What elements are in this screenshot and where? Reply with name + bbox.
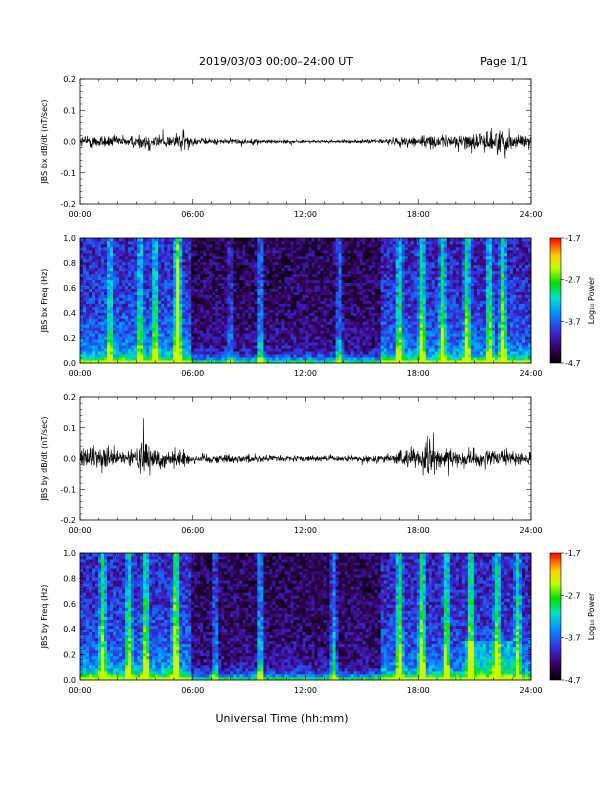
x-tick-label: 18:00: [407, 369, 430, 378]
y-tick-label: 0.2: [63, 393, 76, 402]
x-tick-label: 12:00: [294, 526, 317, 535]
y-tick-label: 0.2: [63, 75, 76, 84]
y-tick-label: 0.4: [63, 309, 76, 318]
y-tick-label: 0.8: [63, 259, 76, 268]
y-axis-label: JBS bx Freq (Hz): [40, 269, 49, 334]
x-tick-label: 00:00: [68, 526, 91, 535]
colorbar-tick-label: -3.7: [565, 317, 581, 326]
bx-spectrogram-panel: -1.7 -2.7 -3.7 -4.7 Log₁₀ Power 00:00 06:00 12:…: [40, 234, 596, 378]
x-tick-label: 18:00: [407, 686, 430, 695]
y-tick-label: 0.2: [63, 651, 76, 660]
x-tick-label: 24:00: [519, 369, 542, 378]
signal-trace: [79, 418, 532, 476]
x-tick-label: 24:00: [519, 526, 542, 535]
y-tick-label: 0.4: [63, 625, 76, 634]
x-tick-label: 18:00: [407, 210, 430, 219]
colorbar-tick-label: -4.7: [565, 359, 581, 368]
y-tick-label: -0.1: [60, 169, 76, 178]
y-tick-label: 0.6: [63, 284, 76, 293]
y-tick-label: 0.1: [63, 106, 76, 115]
x-tick-label: 00:00: [68, 210, 91, 219]
y-tick-label: 0.0: [63, 455, 76, 464]
page-number: Page 1/1: [480, 55, 528, 68]
x-tick-label: 06:00: [181, 210, 204, 219]
x-tick-label: 12:00: [294, 369, 317, 378]
page-title: 2019/03/03 00:00–24:00 UT: [199, 55, 353, 68]
colorbar-label: Log₁₀ Power: [587, 592, 596, 640]
x-tick-label: 06:00: [181, 526, 204, 535]
bx-timeseries-panel: 00:00 06:00 12:00 18:00 24:00 -0.2 -0.1 0.0 0.1 0…: [40, 75, 543, 219]
x-tick-label: 00:00: [68, 369, 91, 378]
x-tick-label: 18:00: [407, 526, 430, 535]
by-spectrogram-panel: -1.7 -2.7 -3.7 -4.7 Log₁₀ Power 00:00 06:00 12:…: [40, 549, 596, 695]
spectrogram-image: [80, 553, 532, 681]
x-tick-label: 12:00: [294, 686, 317, 695]
colorbar-tick-label: -3.7: [565, 634, 581, 643]
y-tick-label: -0.2: [60, 516, 76, 525]
y-tick-label: 0.0: [63, 676, 76, 685]
y-tick-label: 0.0: [63, 359, 76, 368]
y-tick-label: 0.1: [63, 424, 76, 433]
y-tick-label: 0.8: [63, 574, 76, 583]
y-tick-label: -0.1: [60, 485, 76, 494]
y-tick-label: 0.6: [63, 600, 76, 609]
colorbar: [549, 552, 562, 681]
x-tick-label: 06:00: [181, 369, 204, 378]
colorbar-tick-label: -1.7: [565, 234, 581, 243]
y-tick-label: 0.2: [63, 334, 76, 343]
colorbar: [549, 237, 562, 364]
colorbar-tick-label: -2.7: [565, 591, 581, 600]
y-axis-label: JBS bx dB/dt (nT/sec): [40, 99, 49, 184]
y-tick-label: 1.0: [63, 234, 76, 243]
y-axis-label: JBS by Freq (Hz): [40, 585, 49, 650]
y-tick-label: 1.0: [63, 549, 76, 558]
colorbar-tick-label: -4.7: [565, 676, 581, 685]
x-tick-label: 24:00: [519, 210, 542, 219]
by-timeseries-panel: 00:00 06:00 12:00 18:00 24:00 -0.2 -0.1 0.0 0.1 0…: [40, 393, 543, 535]
colorbar-label: Log₁₀ Power: [587, 276, 596, 324]
colorbar-tick-label: -1.7: [565, 549, 581, 558]
x-tick-label: 06:00: [181, 686, 204, 695]
signal-trace: [79, 128, 532, 159]
colorbar-tick-label: -2.7: [565, 276, 581, 285]
x-axis-title: Universal Time (hh:mm): [216, 712, 349, 725]
y-tick-label: -0.2: [60, 200, 76, 209]
spectrogram-image: [80, 238, 532, 364]
x-tick-label: 24:00: [519, 686, 542, 695]
x-tick-label: 12:00: [294, 210, 317, 219]
y-axis-label: JBS by dB/dt (nT/sec): [40, 416, 49, 501]
y-tick-label: 0.0: [63, 138, 76, 147]
x-tick-label: 00:00: [68, 686, 91, 695]
